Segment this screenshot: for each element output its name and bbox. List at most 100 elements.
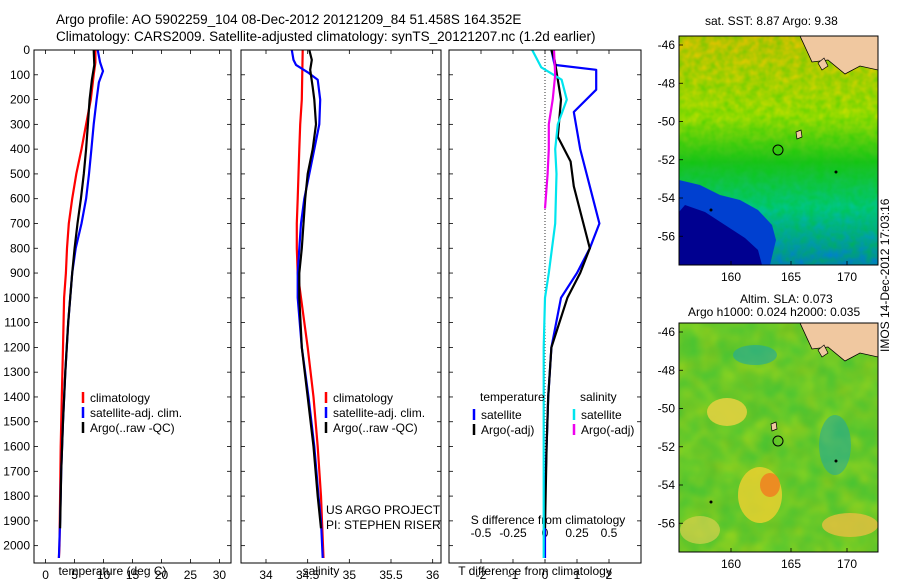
map-y-tick-label: -48 xyxy=(658,363,676,377)
small-island xyxy=(795,129,803,140)
map-x-tick-label: 170 xyxy=(837,270,857,284)
pi-annotation: PI: STEPHEN RISER xyxy=(326,518,441,532)
series-line-satellite-adj-clim- xyxy=(57,49,105,559)
series-line-salinity-satellite xyxy=(531,49,568,558)
small-island xyxy=(817,344,829,358)
sst-coldest-region xyxy=(679,205,762,265)
legend-label: Argo(-adj) xyxy=(581,423,634,437)
small-island xyxy=(709,208,713,212)
x-tick-label: 34.5 xyxy=(296,568,320,580)
map-y-tick-label: -54 xyxy=(658,478,676,492)
plot-frame xyxy=(33,49,232,564)
x-tick-label: 1 xyxy=(574,568,581,580)
x-tick-label: 10 xyxy=(97,568,111,580)
y-tick-label: 800 xyxy=(10,241,30,255)
small-island xyxy=(817,57,829,71)
project-annotation: US ARGO PROJECT xyxy=(326,503,441,517)
y-tick-label: 1200 xyxy=(3,340,30,354)
land-mass-north xyxy=(799,36,878,75)
sst-map-frame xyxy=(678,35,879,266)
legend-label: satellite-adj. clim. xyxy=(333,406,425,420)
timestamp-label: IMOS 14-Dec-2012 17:03:16 xyxy=(878,198,892,352)
y-tick-label: 400 xyxy=(10,142,30,156)
series-line-salinity-argo-adj- xyxy=(543,49,557,209)
series-line-satellite-adj-clim- xyxy=(290,49,324,559)
series-line-climatology xyxy=(57,50,97,559)
figure-title-line1: Argo profile: AO 5902259_104 08-Dec-2012… xyxy=(56,12,522,27)
y-tick-label: 1500 xyxy=(3,415,30,429)
x-axis-label: temperature (deg C) xyxy=(58,564,166,578)
legend-label: satellite xyxy=(581,408,622,422)
map-y-tick-label: -46 xyxy=(658,38,676,52)
map-y-tick-label: -52 xyxy=(658,440,676,454)
series-line-climatology xyxy=(295,49,325,559)
series-line-temperature-argo-adj- xyxy=(543,49,591,529)
y-tick-label: 500 xyxy=(10,167,30,181)
x2-axis-label: S difference from climatology xyxy=(471,513,626,527)
sla-positive-anomaly xyxy=(822,513,878,537)
x-tick-label: 2 xyxy=(606,568,613,580)
legend-label: Argo(..raw -QC) xyxy=(90,421,175,435)
x-axis-label: T difference from climatology xyxy=(458,564,612,578)
y-tick-label: 300 xyxy=(10,117,30,131)
x2-tick-label: -0.5 xyxy=(471,526,492,540)
sla-positive-anomaly xyxy=(680,516,720,544)
y-tick-label: 100 xyxy=(10,68,30,82)
x2-tick-label: -0.25 xyxy=(499,526,527,540)
y-tick-label: 1700 xyxy=(3,464,30,478)
map-y-tick-label: -56 xyxy=(658,229,676,243)
sla-map-subtitle: Argo h1000: 0.024 h2000: 0.035 xyxy=(688,305,861,319)
sla-map-frame xyxy=(678,322,879,553)
sla-map-panel xyxy=(678,322,879,553)
legend-label: climatology xyxy=(333,391,393,405)
small-island xyxy=(834,170,838,174)
sst-map-title: sat. SST: 8.87 Argo: 9.38 xyxy=(705,14,838,28)
x-tick-label: 30 xyxy=(213,568,227,580)
map-x-tick-label: 170 xyxy=(837,557,857,571)
x-axis-label: salinity xyxy=(303,564,340,578)
map-x-tick-label: 165 xyxy=(781,270,801,284)
y-tick-label: 2000 xyxy=(3,539,30,553)
x2-tick-label: 0.5 xyxy=(601,526,618,540)
map-y-tick-label: -48 xyxy=(658,76,676,90)
x-tick-label: 36 xyxy=(426,568,440,580)
small-island xyxy=(834,459,838,463)
y-tick-label: 900 xyxy=(10,266,30,280)
y-tick-label: 1400 xyxy=(3,390,30,404)
x-tick-label: 34 xyxy=(259,568,273,580)
small-island xyxy=(709,500,713,504)
sla-positive-anomaly xyxy=(707,398,747,426)
x2-tick-label: 0.25 xyxy=(565,526,589,540)
x-tick-label: 0 xyxy=(542,568,549,580)
map-x-tick-label: 160 xyxy=(721,557,741,571)
argo-float-location-marker xyxy=(772,435,784,447)
argo-float-location-marker xyxy=(772,144,784,156)
figure-title-line2: Climatology: CARS2009. Satellite-adjuste… xyxy=(56,29,596,44)
legend-label: Argo(-adj) xyxy=(481,423,534,437)
sst-map-panel xyxy=(678,35,879,266)
sla-negative-anomaly xyxy=(819,415,851,475)
y-tick-label: 1600 xyxy=(3,440,30,454)
sla-map-title: Altim. SLA: 0.073 xyxy=(740,292,833,306)
map-x-tick-label: 165 xyxy=(781,557,801,571)
y-tick-label: 1100 xyxy=(4,316,30,330)
map-y-tick-label: -56 xyxy=(658,516,676,530)
x-tick-label: -2 xyxy=(476,568,487,580)
map-x-tick-label: 160 xyxy=(721,270,741,284)
y-tick-label: 1800 xyxy=(3,489,30,503)
x-tick-label: 0 xyxy=(42,568,49,580)
map-y-tick-label: -50 xyxy=(658,115,676,129)
y-tick-label: 700 xyxy=(10,216,30,230)
sla-negative-anomaly xyxy=(733,345,777,365)
map-y-tick-label: -50 xyxy=(658,402,676,416)
x-tick-label: 15 xyxy=(126,568,140,580)
y-tick-label: 200 xyxy=(10,93,30,107)
small-island xyxy=(770,421,778,432)
x-tick-label: 35 xyxy=(343,568,357,580)
series-line-temperature-satellite xyxy=(543,49,601,558)
land-mass-north xyxy=(799,323,878,362)
legend-label: Argo(..raw -QC) xyxy=(333,421,418,435)
map-y-tick-label: -54 xyxy=(658,191,676,205)
map-y-tick-label: -52 xyxy=(658,153,676,167)
